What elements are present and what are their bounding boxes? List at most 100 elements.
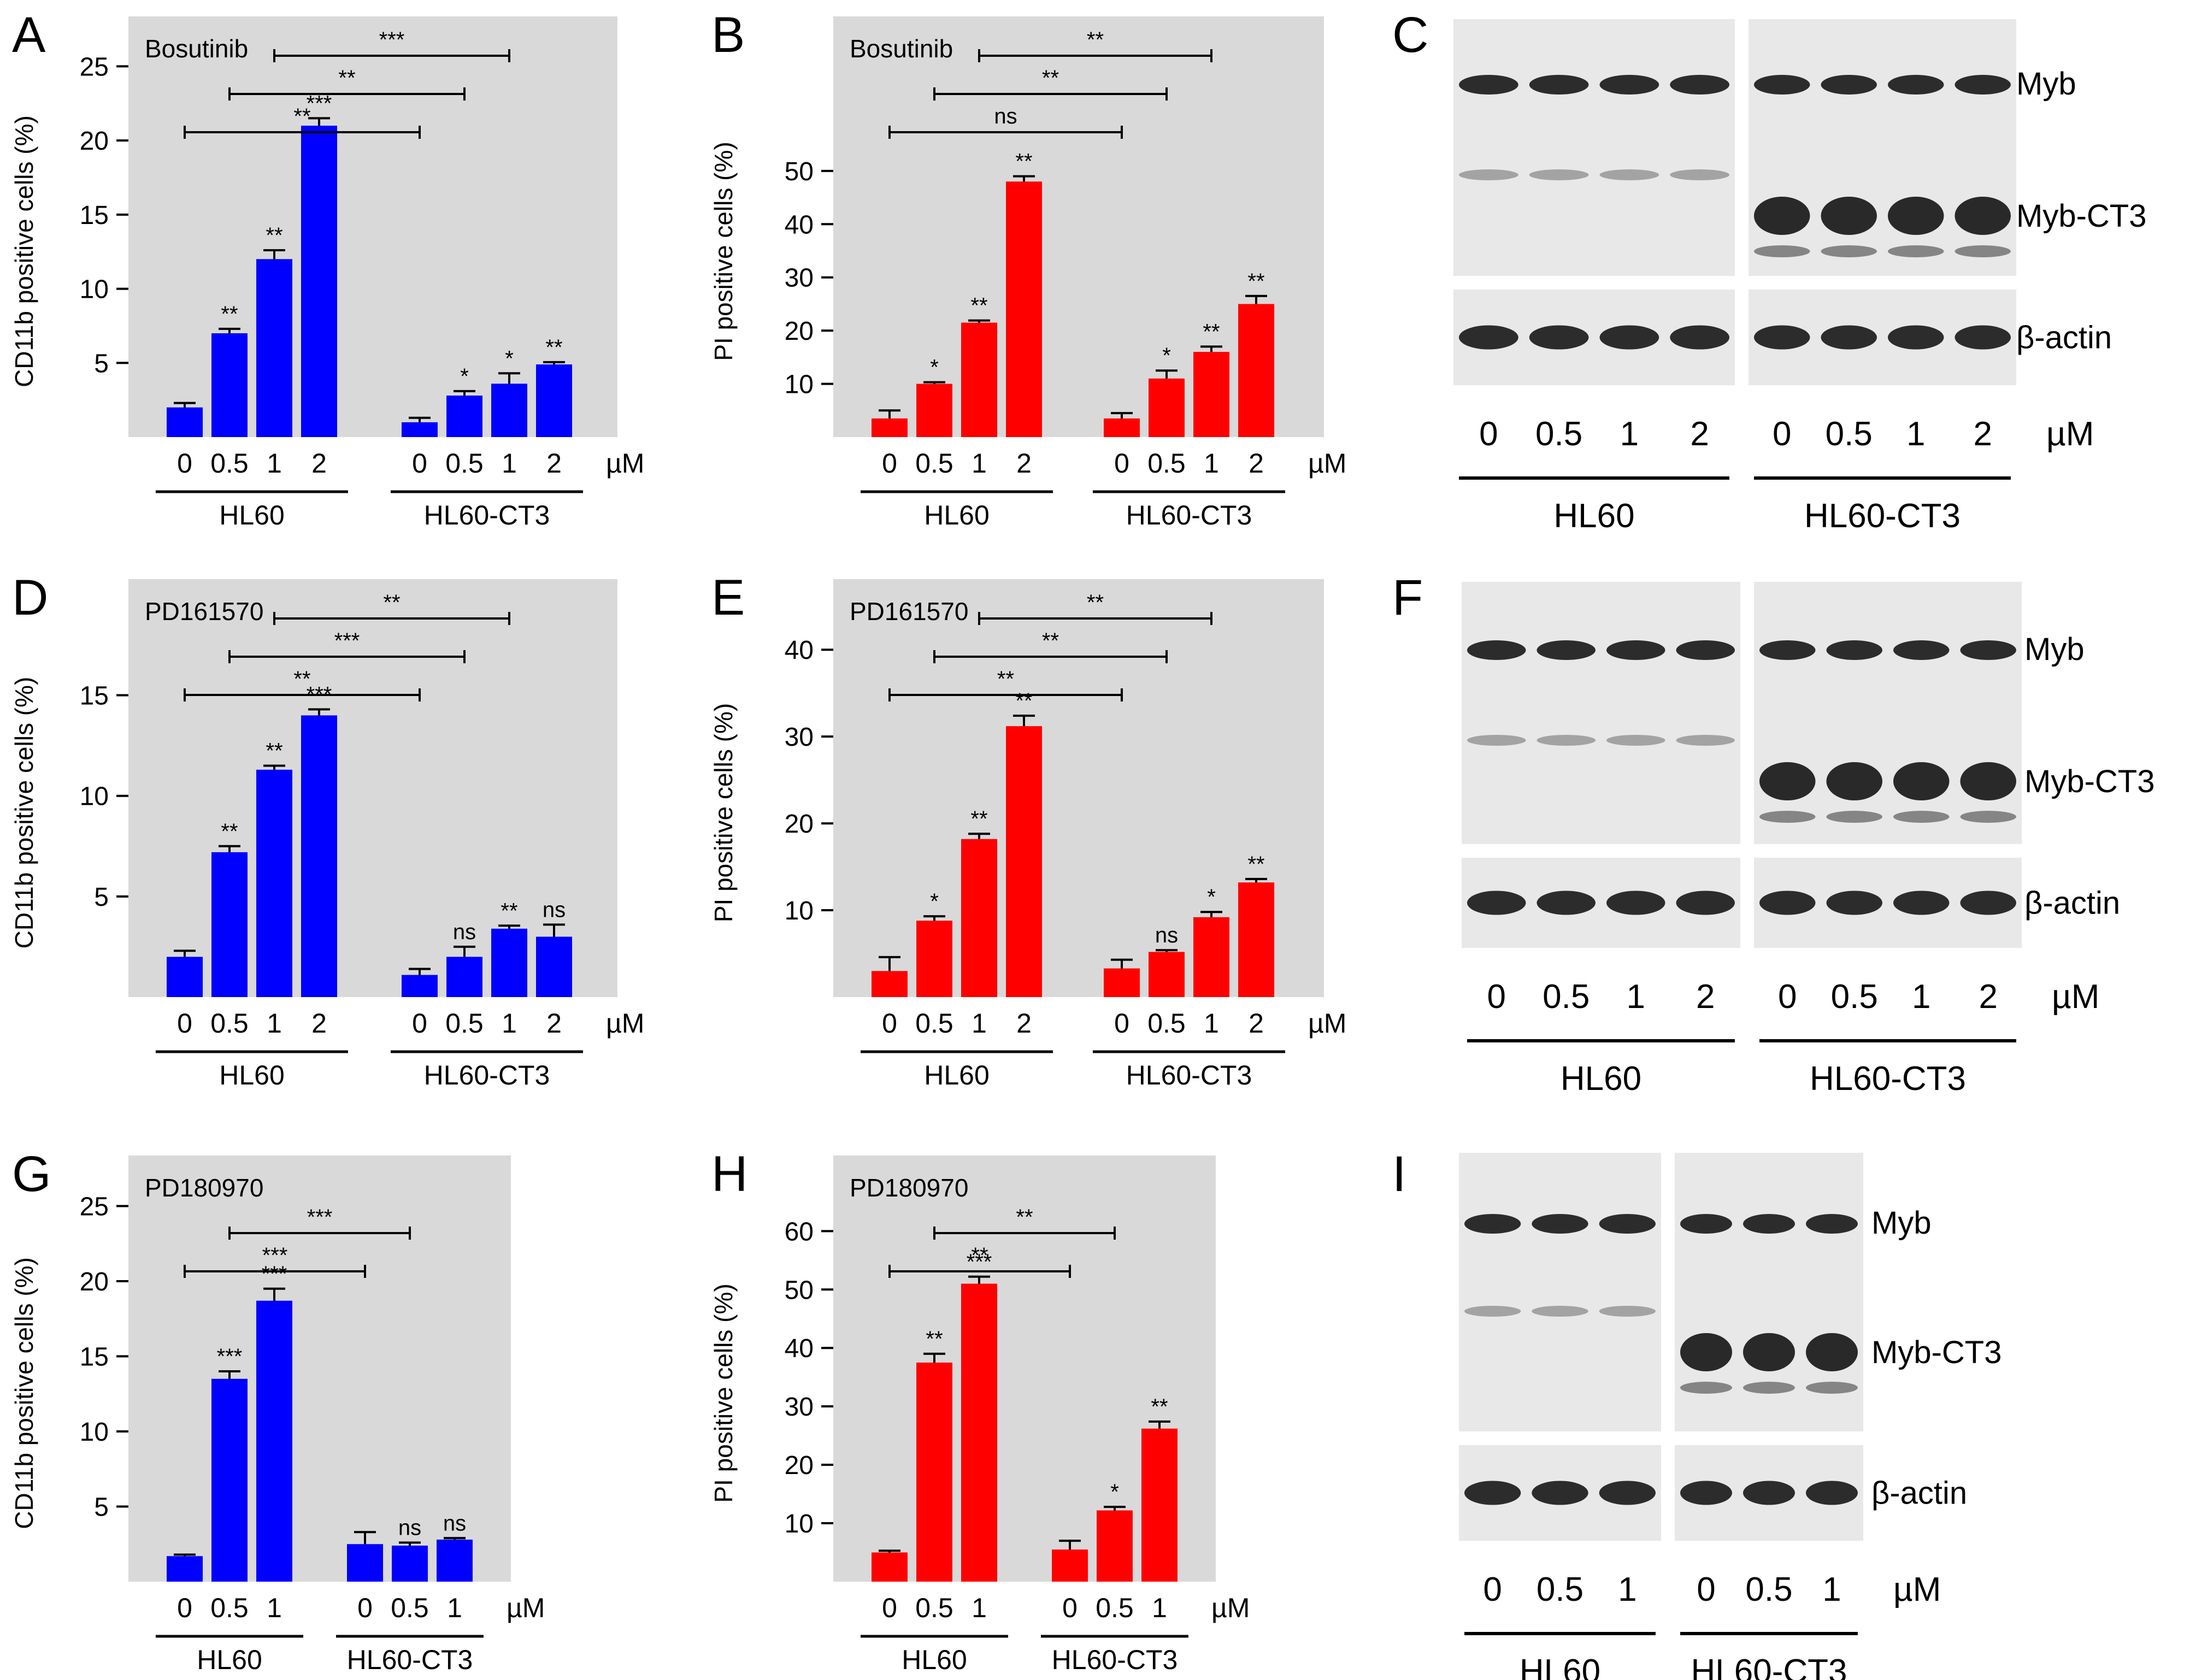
- panel-letter-c: C: [1392, 7, 1428, 63]
- blot-c-band-myb-ct3-minor: [1754, 245, 1810, 257]
- chart-a-drug-title: Bosutinib: [145, 34, 248, 63]
- blot-c-band-myb-ct3-minor: [1821, 245, 1877, 257]
- blot-i-band-myb-ct3-minor: [1743, 1382, 1795, 1394]
- blot-c-dose-label: 1: [1620, 415, 1639, 453]
- chart-g-significance: ns: [443, 1511, 466, 1535]
- chart-e-dose-label: 0.5: [1147, 1008, 1186, 1039]
- blot-c-band-myb-ct3: [1670, 169, 1729, 180]
- chart-h-significance: **: [1151, 1395, 1168, 1419]
- blot-i-label-actin: β-actin: [1871, 1476, 1967, 1511]
- chart-d-bar: [402, 975, 438, 997]
- blot-f-gel-top: [1462, 582, 1740, 844]
- chart-d-significance: **: [266, 739, 282, 763]
- blot-f-band-myb: [1467, 640, 1526, 660]
- blot-f-band-myb-ct3: [1536, 735, 1596, 746]
- chart-d-ytick-label: 10: [80, 782, 109, 811]
- chart-d-dose-label: 2: [311, 1008, 327, 1039]
- chart-d-dose-label: 1: [267, 1008, 282, 1039]
- blot-c-dose-label: 0.5: [1535, 415, 1582, 453]
- chart-b-significance: *: [1162, 344, 1171, 368]
- chart-b-significance: **: [1203, 320, 1220, 344]
- panel-letter-i: I: [1392, 1146, 1406, 1202]
- chart-a-bar: [402, 422, 438, 437]
- chart-e-bar: [1104, 968, 1140, 997]
- chart-a-bracket-label: ***: [379, 28, 405, 52]
- chart-e-bracket-label: **: [1087, 591, 1104, 615]
- blot-i-gel-top: [1459, 1153, 1661, 1431]
- chart-a-ytick-label: 5: [94, 349, 109, 378]
- chart-e-bar: [872, 971, 908, 997]
- blot-f-band-actin: [1536, 891, 1596, 915]
- blot-f-band-actin: [1606, 891, 1665, 915]
- chart-h-dose-label: 0.5: [915, 1593, 953, 1623]
- chart-d-bar: [167, 957, 203, 997]
- chart-d-dose-label: 1: [502, 1008, 517, 1039]
- chart-e-unit-label: µM: [1308, 1008, 1346, 1039]
- blot-c-band-actin: [1529, 325, 1589, 350]
- blot-f-band-actin: [1676, 891, 1735, 915]
- blot-c-band-myb-ct3: [1459, 169, 1518, 180]
- chart-g-dose-label: 0: [357, 1593, 373, 1623]
- blot-f-unit-label: µM: [2052, 978, 2099, 1016]
- blot-c-band-myb: [1459, 75, 1518, 95]
- blot-c-dose-label: 2: [1690, 415, 1709, 453]
- chart-e-significance: **: [1247, 852, 1264, 876]
- chart-b-bar: [1149, 378, 1185, 437]
- chart-d-background: [128, 579, 617, 997]
- chart-h-significance: *: [1110, 1480, 1119, 1504]
- blot-i-unit-label: µM: [1893, 1571, 1941, 1608]
- chart-e-bar: [961, 839, 997, 997]
- chart-b-bracket-label: **: [1087, 28, 1104, 52]
- chart-b-ylabel: PI positive cells (%): [709, 142, 738, 361]
- blot-i-band-myb-ct3: [1806, 1333, 1858, 1371]
- blot-f-band-myb: [1826, 640, 1882, 660]
- chart-d-ytick-label: 5: [94, 883, 109, 912]
- chart-h-group-label: HL60-CT3: [1052, 1644, 1178, 1675]
- chart-g-ytick-label: 25: [80, 1193, 109, 1222]
- chart-g-bar: [392, 1546, 428, 1582]
- chart-g-unit-label: µM: [507, 1593, 545, 1623]
- blot-i-band-myb: [1464, 1214, 1521, 1234]
- chart-b-bar: [1238, 304, 1274, 437]
- chart-e-group-label: HL60: [924, 1060, 990, 1090]
- blot-i-band-actin: [1806, 1481, 1858, 1505]
- blot-c-label-actin: β-actin: [2016, 320, 2112, 356]
- chart-h-ytick-label: 10: [785, 1510, 814, 1538]
- chart-e-bar: [1006, 726, 1042, 997]
- blot-c-band-myb-ct3: [1529, 169, 1589, 180]
- blot-f-band-myb: [1893, 640, 1950, 660]
- blot-c-dose-label: 2: [1974, 415, 1992, 453]
- chart-g-ylabel: CD11b positive cells (%): [10, 1257, 38, 1529]
- chart-a-ytick-label: 25: [80, 52, 109, 81]
- chart-a-unit-label: µM: [606, 448, 644, 479]
- blot-c-band-myb: [1529, 75, 1589, 95]
- blot-i-band-myb-ct3-minor: [1806, 1382, 1858, 1394]
- chart-h-bar: [872, 1552, 908, 1582]
- chart-b-dose-label: 2: [1249, 448, 1264, 479]
- chart-e-dose-label: 1: [972, 1008, 987, 1039]
- chart-h-bar: [916, 1362, 952, 1582]
- chart-a-bar: [256, 259, 292, 437]
- chart-g-bracket-label: ***: [307, 1205, 333, 1229]
- chart-b-bracket-label: ns: [994, 104, 1017, 128]
- chart-e-dose-label: 2: [1249, 1008, 1264, 1039]
- chart-e-bar: [1238, 882, 1274, 997]
- chart-h-drug-title: PD180970: [850, 1174, 968, 1202]
- chart-h-bar: [1141, 1428, 1178, 1582]
- chart-h-dose-label: 0: [1062, 1593, 1078, 1623]
- chart-b-drug-title: Bosutinib: [850, 34, 953, 63]
- chart-g-bar: [256, 1300, 292, 1582]
- blot-c-band-actin: [1670, 325, 1729, 350]
- blot-f-band-myb-ct3: [1467, 735, 1526, 746]
- blot-i-label-myb-ct3: Myb-CT3: [1871, 1335, 2001, 1370]
- blot-c-gel-top: [1749, 19, 2016, 276]
- blot-i-band-myb-ct3: [1532, 1306, 1588, 1317]
- panel-letter-b: B: [711, 7, 745, 63]
- chart-d-significance: **: [221, 820, 238, 844]
- blot-f-dose-label: 1: [1627, 978, 1645, 1016]
